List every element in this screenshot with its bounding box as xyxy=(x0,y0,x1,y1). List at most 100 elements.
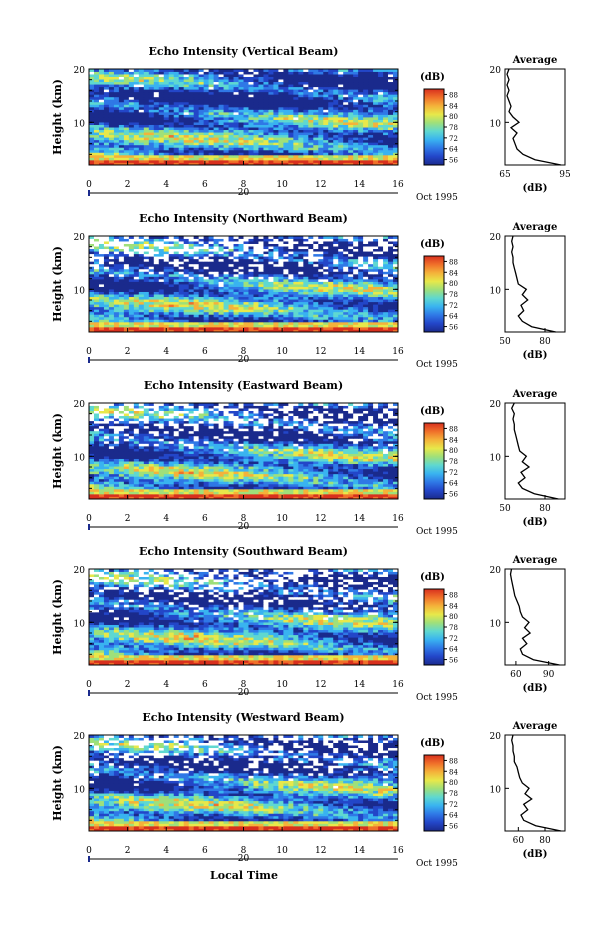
heatmap-cell xyxy=(208,117,214,120)
heatmap-cell xyxy=(128,104,135,108)
heatmap-cell xyxy=(263,281,269,285)
heatmap-cell xyxy=(233,326,239,330)
heatmap-cell xyxy=(278,286,284,290)
heatmap-cell xyxy=(178,96,185,100)
heatmap-cell xyxy=(368,236,374,239)
heatmap-cell xyxy=(128,114,135,118)
heatmap-cell xyxy=(298,86,304,90)
heatmap-cell xyxy=(313,281,319,285)
heatmap-cell xyxy=(283,319,289,323)
heatmap-cell xyxy=(168,238,175,242)
heatmap-cell xyxy=(143,236,150,239)
heatmap-cell xyxy=(253,496,259,500)
heatmap-cell xyxy=(173,296,180,300)
heatmap-cell xyxy=(243,159,249,163)
heatmap-cell xyxy=(113,134,120,138)
heatmap-cell xyxy=(138,281,145,285)
heatmap-cell xyxy=(98,96,105,100)
heatmap-cell xyxy=(283,281,289,285)
heatmap-cell xyxy=(248,324,254,328)
heatmap-cell xyxy=(383,104,389,108)
heatmap-cell xyxy=(178,91,185,95)
heatmap-cell xyxy=(278,291,284,295)
heatmap-cell xyxy=(353,256,359,260)
heatmap-cell xyxy=(228,74,234,77)
heatmap-cell xyxy=(318,101,324,105)
heatmap-cell xyxy=(368,147,374,151)
heatmap-cell xyxy=(173,263,180,267)
heatmap-cell xyxy=(348,278,354,282)
heatmap-cell xyxy=(278,132,284,136)
heatmap-cell xyxy=(233,84,239,88)
heatmap-cell xyxy=(168,139,175,143)
heatmap-cell xyxy=(368,251,374,255)
heatmap-cell xyxy=(108,129,115,133)
heatmap-cell xyxy=(89,253,95,257)
heatmap-cell xyxy=(218,132,224,136)
heatmap-cell xyxy=(173,289,180,292)
heatmap-cell xyxy=(368,278,374,282)
heatmap-cell xyxy=(313,94,319,98)
heatmap-cell xyxy=(273,309,279,313)
heatmap-cell xyxy=(188,91,195,95)
heatmap-cell xyxy=(283,266,289,270)
heatmap-cell xyxy=(278,111,284,115)
heatmap-cell xyxy=(118,493,125,497)
heatmap-cell xyxy=(108,111,115,115)
heatmap-cell xyxy=(178,134,185,138)
heatmap-cell xyxy=(348,89,354,93)
heatmap-cell xyxy=(358,132,364,136)
heatmap-cell xyxy=(393,117,399,120)
heatmap-cell xyxy=(113,281,120,285)
heatmap-cell xyxy=(298,122,304,125)
heatmap-cell xyxy=(108,291,115,295)
heatmap-cell xyxy=(158,281,165,285)
heatmap-cell xyxy=(188,256,195,260)
heatmap-cell xyxy=(108,157,115,161)
heatmap-cell xyxy=(318,246,324,250)
heatmap-cell xyxy=(278,326,284,330)
heatmap-cell xyxy=(288,311,294,315)
heatmap-cell xyxy=(348,149,354,153)
heatmap-cell xyxy=(178,114,185,118)
heatmap-cell xyxy=(263,299,269,303)
heatmap-cell xyxy=(308,256,314,260)
heatmap-cell xyxy=(283,157,289,161)
heatmap-cell xyxy=(328,301,334,305)
heatmap-cell xyxy=(213,238,219,242)
heatmap-cell xyxy=(233,294,239,298)
heatmap-cell xyxy=(363,129,369,133)
heatmap-cell xyxy=(148,276,155,280)
heatmap-cell xyxy=(238,119,244,123)
heatmap-cell xyxy=(153,86,160,90)
heatmap-cell xyxy=(318,286,324,290)
heatmap-cell xyxy=(163,311,170,315)
heatmap-cell xyxy=(298,326,304,330)
heatmap-cell xyxy=(163,91,170,95)
heatmap-cell xyxy=(353,278,359,282)
heatmap-cell xyxy=(228,157,234,161)
y-tick-label: 20 xyxy=(74,66,86,76)
heatmap-cell xyxy=(98,114,105,118)
heatmap-cell xyxy=(303,109,309,113)
x-tick-label: 0 xyxy=(86,180,92,190)
heatmap-cell xyxy=(213,129,219,133)
heatmap-cell xyxy=(228,159,234,163)
heatmap-cell xyxy=(218,76,224,80)
heatmap-cell xyxy=(258,69,264,72)
heatmap-cell xyxy=(178,266,185,270)
heatmap-cell xyxy=(273,89,279,93)
heatmap-cell xyxy=(243,132,249,136)
heatmap-cell xyxy=(223,291,229,295)
heatmap-cell xyxy=(328,291,334,295)
heatmap-cell xyxy=(293,111,299,115)
heatmap-cell xyxy=(188,134,195,138)
heatmap-cell xyxy=(393,149,399,153)
heatmap-cell xyxy=(89,91,95,95)
heatmap-cell xyxy=(313,309,319,313)
heatmap-cell xyxy=(348,119,354,123)
heatmap-cell xyxy=(89,306,95,310)
heatmap-cell xyxy=(373,109,379,113)
heatmap-cell xyxy=(323,299,329,303)
heatmap-cell xyxy=(228,127,234,131)
